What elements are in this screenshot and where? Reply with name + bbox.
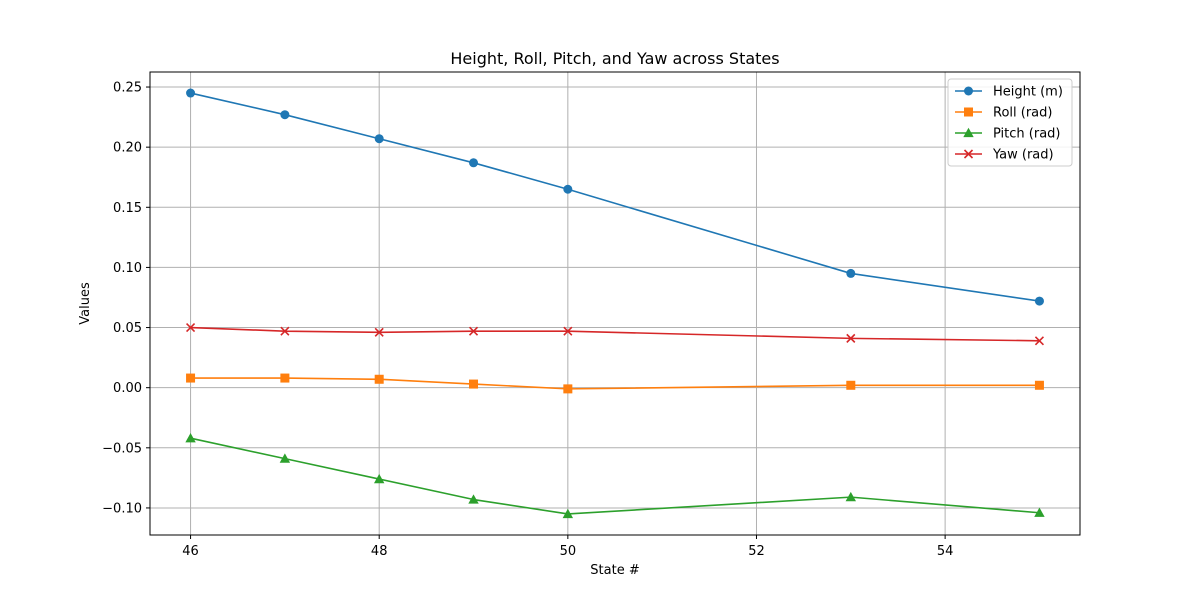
pitch-data-point — [845, 491, 857, 502]
height-series-line — [190, 92, 1040, 302]
legend-height-label: Height (m) — [993, 85, 1063, 100]
height-data-point — [374, 134, 384, 144]
chart-title: Height, Roll, Pitch, and Yaw across Stat… — [450, 49, 779, 68]
y-tick-label: −0.05 — [102, 441, 142, 456]
yaw-data-point — [185, 322, 196, 333]
pitch-series-line — [190, 437, 1040, 515]
height-data-point — [186, 88, 196, 98]
yaw-data-point — [1034, 336, 1045, 346]
series-group — [185, 88, 1045, 519]
roll-data-point — [469, 379, 479, 389]
legend: Height (m) Roll (rad) Pitch (rad) Yaw (rad) — [947, 78, 1073, 167]
legend-yaw-marker — [963, 149, 974, 159]
legend-height-marker — [964, 86, 973, 96]
height-data-point — [280, 110, 290, 120]
yaw-data-point — [374, 327, 384, 337]
x-axis-label: State # — [590, 563, 639, 578]
x-tick-label: 48 — [371, 544, 388, 559]
yaw-series-line — [190, 326, 1040, 342]
y-tick-label: 0.10 — [113, 261, 142, 276]
pitch-data-point — [1034, 507, 1045, 517]
y-tick-label: 0.15 — [113, 201, 142, 216]
legend-yaw-label: Yaw (rad) — [992, 148, 1054, 163]
y-tick-label: 0.25 — [113, 81, 142, 96]
x-tick-label: 52 — [748, 544, 765, 559]
legend-roll-label: Roll (rad) — [993, 106, 1052, 121]
x-tick-label: 54 — [937, 544, 954, 559]
axis-ticks: 46 48 50 52 54 −0.10 −0.05 0.00 0.05 0.10 0.15 0.20… — [102, 81, 953, 559]
x-tick-label: 50 — [560, 544, 577, 559]
y-axis-label: Values — [78, 282, 93, 325]
legend-pitch-marker — [963, 127, 974, 138]
legend-box — [947, 78, 1073, 167]
pitch-data-point — [468, 494, 479, 504]
height-data-point — [563, 184, 573, 194]
y-tick-label: 0.20 — [113, 141, 142, 156]
y-tick-label: 0.00 — [113, 381, 142, 396]
yaw-data-point — [468, 326, 479, 336]
grid — [150, 72, 1080, 535]
height-data-point — [846, 268, 856, 278]
roll-data-point — [563, 384, 573, 394]
roll-data-point — [186, 373, 196, 383]
plot-area — [149, 71, 1081, 536]
legend-roll-marker — [964, 107, 973, 117]
legend-pitch-label: Pitch (rad) — [993, 127, 1061, 142]
pitch-data-point — [279, 453, 291, 463]
y-tick-label: 0.05 — [113, 321, 142, 336]
yaw-data-point — [280, 326, 290, 336]
yaw-data-point — [563, 326, 573, 336]
y-tick-label: −0.10 — [102, 501, 142, 516]
roll-data-point — [846, 380, 856, 390]
roll-data-point — [280, 373, 290, 383]
yaw-data-point — [846, 333, 856, 343]
pitch-data-point — [185, 432, 196, 443]
height-data-point — [469, 158, 479, 168]
pitch-data-point — [373, 473, 385, 484]
height-data-point — [1034, 296, 1044, 306]
roll-data-point — [1034, 380, 1044, 390]
pitch-data-point — [562, 508, 574, 519]
roll-data-point — [374, 374, 384, 384]
x-tick-label: 46 — [182, 544, 199, 559]
